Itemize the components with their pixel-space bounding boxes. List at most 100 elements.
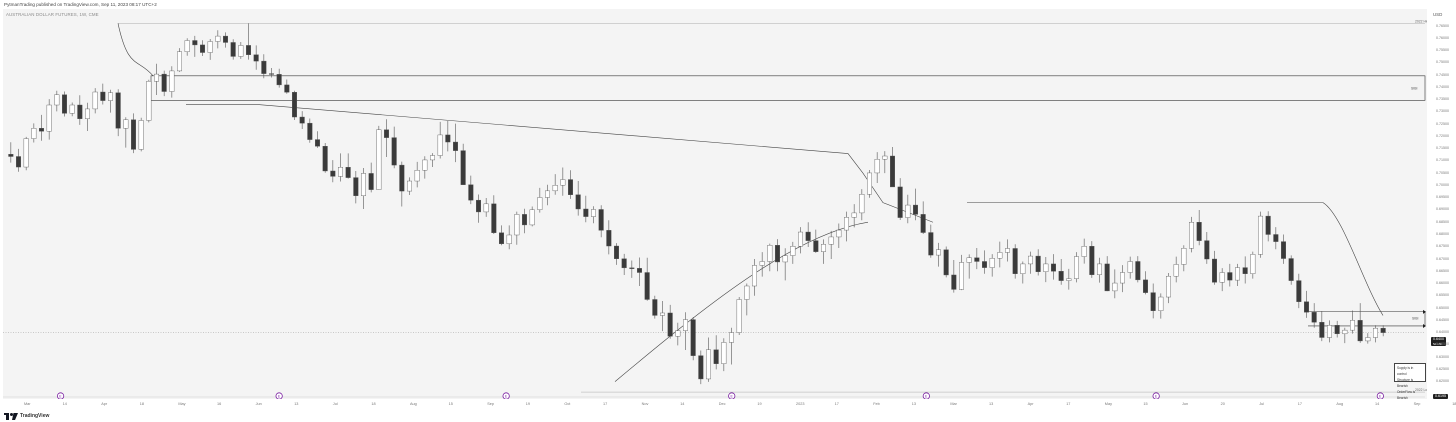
y-tick-label: 0.75000 <box>1436 60 1449 65</box>
candle-body <box>997 252 1003 259</box>
candle-body <box>920 214 926 233</box>
candle-body <box>644 272 650 300</box>
candle-body <box>130 119 136 150</box>
x-tick-label: 17 <box>1297 402 1303 406</box>
y-tick-label: 0.63500 <box>1436 342 1449 347</box>
candle-body <box>1265 215 1271 235</box>
x-tick-label: Sep <box>487 402 494 406</box>
candle-body <box>253 54 259 62</box>
y-tick-label: 0.69000 <box>1436 207 1449 212</box>
candle-body <box>690 319 696 356</box>
candle-body <box>568 179 574 195</box>
chart-area[interactable]: 2022 High 2022 Low SIBI SIBI E E E E E E E <box>3 9 1427 399</box>
x-tick-label: Mar <box>950 402 957 406</box>
x-tick-label: 18 <box>371 402 376 406</box>
x-tick-label: Jul <box>1259 402 1265 406</box>
candle-body <box>23 138 29 168</box>
candle-body <box>8 154 14 157</box>
candle-body <box>506 234 512 245</box>
candle-body <box>897 186 903 218</box>
candle-body <box>437 134 443 156</box>
summary-line-supply: Supply is in control <box>1397 366 1414 376</box>
candle-body <box>1089 246 1095 275</box>
candle-body <box>729 332 735 343</box>
candle-body <box>867 172 873 195</box>
candle-body <box>989 258 995 268</box>
candle-body <box>169 70 175 92</box>
arrow-marker <box>1423 309 1426 314</box>
candle-body <box>529 209 535 226</box>
candle-body <box>1380 327 1386 333</box>
low-price-badge: 0.6195 <box>1433 394 1448 399</box>
candle-body <box>706 349 712 380</box>
candle-body <box>1119 272 1125 284</box>
candle-body <box>652 299 658 316</box>
candle-body <box>1334 325 1340 335</box>
candle-body <box>928 232 934 256</box>
x-tick-label: May <box>1104 402 1112 406</box>
candle-body <box>161 73 167 92</box>
candle-body <box>322 146 328 172</box>
candle-body <box>537 197 543 210</box>
candle-body <box>376 129 382 190</box>
x-tick-label: Dec <box>718 402 726 406</box>
y-tick-label: 0.62000 <box>1436 379 1449 384</box>
candlestick-chart[interactable]: 2022 High 2022 Low SIBI SIBI E E E E E E E <box>3 9 1427 399</box>
candle-body <box>1104 263 1110 292</box>
candle-body <box>222 35 228 43</box>
candle-body <box>238 45 244 57</box>
candle-body <box>959 262 965 290</box>
bar-countdown: 5d 15h <box>1433 342 1443 346</box>
event-marker-label: E <box>59 394 62 398</box>
candle-body <box>675 330 681 337</box>
x-tick-label: 2023 <box>796 402 805 406</box>
candle-body <box>1342 329 1348 335</box>
candle-body <box>1242 267 1248 274</box>
candle-body <box>575 194 581 210</box>
candle-body <box>1372 327 1378 338</box>
x-tick-label: 13 <box>294 402 299 406</box>
event-marker <box>1376 392 1384 399</box>
y-tick-label: 0.66500 <box>1436 268 1449 273</box>
y-tick-label: 0.68500 <box>1436 219 1449 224</box>
candle-body <box>176 51 182 72</box>
y-tick-label: 0.75500 <box>1436 48 1449 53</box>
candle-body <box>890 155 896 188</box>
price-axis-strip <box>1425 9 1427 399</box>
candle-body <box>1196 222 1202 241</box>
x-tick-label: Feb <box>873 402 880 406</box>
candle-body <box>1311 312 1317 323</box>
candle-body <box>913 204 919 215</box>
candle-body <box>391 137 397 166</box>
y-tick-label: 0.65000 <box>1436 305 1449 310</box>
candle-body <box>445 134 451 143</box>
candle-body <box>683 319 689 331</box>
candle-body <box>330 170 336 177</box>
candle-body <box>951 274 957 290</box>
candle-body <box>207 41 213 53</box>
candle-body <box>1257 215 1263 255</box>
candle-body <box>790 246 796 256</box>
x-tick-label: 15 <box>1143 402 1148 406</box>
candle-body <box>84 108 90 119</box>
y-tick-label: 0.76500 <box>1436 23 1449 28</box>
event-marker <box>502 392 510 399</box>
candle-body <box>752 265 758 287</box>
y-tick-label: 0.70000 <box>1436 182 1449 187</box>
candle-body <box>1066 278 1072 281</box>
y-tick-label: 0.73500 <box>1436 97 1449 102</box>
x-tick-label: Aug <box>410 402 417 406</box>
candle-body <box>1234 267 1240 281</box>
candle-body <box>338 167 344 177</box>
candle-body <box>1280 241 1286 259</box>
publisher-text: PytmanTrading published on TradingView.c… <box>4 2 157 7</box>
candle-body <box>1050 263 1056 272</box>
candle-body <box>499 232 505 245</box>
candle-body <box>192 40 198 46</box>
candle-body <box>1303 301 1309 313</box>
y-tick-label: 0.70500 <box>1436 170 1449 175</box>
low-price-value: 0.6195 <box>1435 394 1446 398</box>
x-tick-label: 14 <box>680 402 685 406</box>
candle-body <box>476 199 482 213</box>
candle-body <box>123 119 129 129</box>
